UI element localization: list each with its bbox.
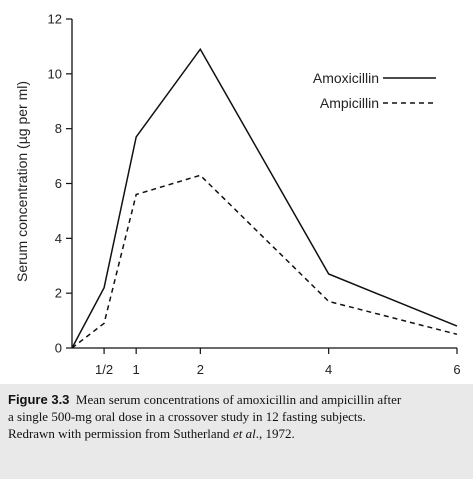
y-tick-label: 2	[55, 286, 62, 301]
y-tick-label: 8	[55, 121, 62, 136]
series-line-ampicillin	[71, 174, 458, 349]
figure-caption: Figure 3.3 Mean serum concentrations of …	[0, 384, 473, 479]
x-tick-label: 4	[325, 362, 332, 377]
y-tick-label: 6	[55, 176, 62, 191]
series-layer	[71, 47, 458, 349]
x-tick-label: 2	[197, 362, 204, 377]
caption-line-3: Redrawn with permission from Sutherland …	[8, 425, 465, 442]
y-tick-label: 12	[48, 12, 62, 27]
y-tick-label: 4	[55, 231, 62, 246]
x-tick-label: 6	[453, 362, 460, 377]
caption-line-2: a single 500-mg oral dose in a crossover…	[8, 409, 366, 424]
caption-et-al: et al	[232, 426, 256, 441]
legend-label-amoxicillin: Amoxicillin	[313, 70, 379, 86]
caption-text-1: Mean serum concentrations of amoxicillin…	[75, 392, 402, 407]
y-axis-label: Serum concentration (µg per ml)	[14, 81, 30, 282]
legend: Amoxicillin Ampicillin	[313, 70, 436, 111]
caption-text-3: Redrawn with permission from Sutherland	[8, 426, 233, 441]
legend-label-ampicillin: Ampicillin	[320, 95, 379, 111]
y-tick-label: 10	[48, 66, 62, 81]
x-tick-label: 1	[133, 362, 140, 377]
series-line-amoxicillin	[71, 47, 458, 349]
caption-line-1: Figure 3.3 Mean serum concentrations of …	[8, 391, 465, 408]
caption-figure-label: Figure 3.3	[8, 392, 70, 407]
caption-text-4: ., 1972.	[255, 426, 295, 441]
y-tick-label: 0	[55, 341, 62, 356]
x-tick-label: 1/2	[95, 362, 113, 377]
